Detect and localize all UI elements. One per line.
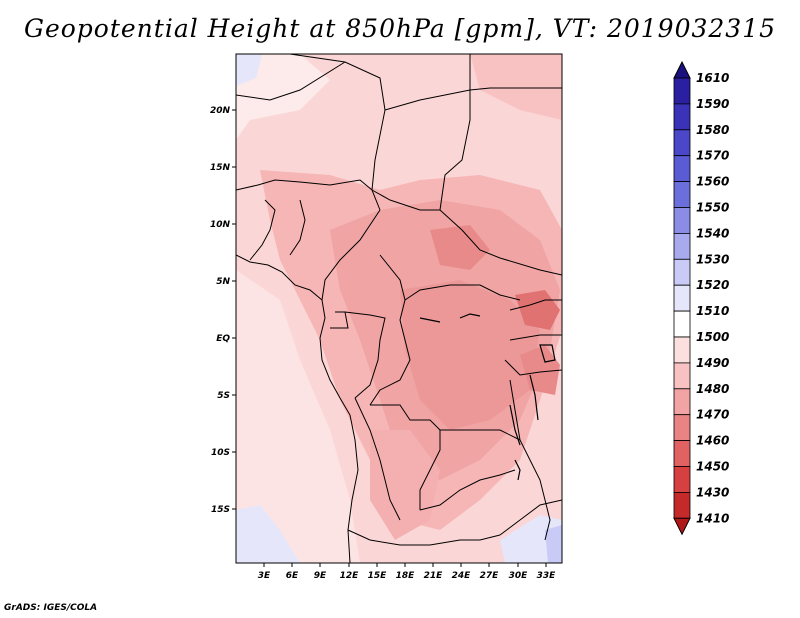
colorbar-swatch [673,155,691,182]
lakes [419,313,556,481]
lat-label: 15S [211,505,230,515]
lon-label: 15E [368,571,388,581]
colorbar-swatch [673,77,691,105]
lat-label: EQ [216,334,230,344]
colorbar-bottom-arrow [673,517,691,536]
lon-label: 18E [396,571,416,581]
colorbar-label: 1570 [696,149,729,163]
colorbar-swatch [673,491,691,519]
colorbar-label: 1550 [696,201,729,215]
lat-label: 15N [210,163,231,173]
lon-label: 24E [452,571,472,581]
lon-label: 33E [537,571,557,581]
lat-label: 10N [210,220,231,230]
colorbar-swatch [673,103,691,131]
lon-label: 12E [340,571,360,581]
colorbar-swatch [673,284,691,312]
colorbar: 1610 1590 1580 1570 1560 1550 1540 1530 1520 1510… [673,60,729,536]
lat-label: 5N [216,277,230,287]
country-borders [236,54,562,563]
colorbar-swatch [673,129,691,157]
colorbar-label: 1470 [696,408,729,422]
colorbar-swatch [673,336,691,364]
colorbar-label: 1460 [696,434,729,448]
map-frame [235,53,563,564]
lon-label: 27E [480,571,500,581]
colorbar-label: 1490 [696,356,729,370]
colorbar-label: 1530 [696,252,729,266]
colorbar-label: 1430 [696,485,729,499]
colorbar-label: 1500 [696,330,729,344]
colorbar-label: 1610 [696,71,729,85]
colorbar-top-arrow [673,60,691,79]
colorbar-swatch [673,414,691,442]
colorbar-swatch [673,258,691,286]
lon-label: 21E [424,571,444,581]
map-title: Geopotential Height at 850hPa [gpm], VT:… [23,14,777,43]
colorbar-swatch [673,181,691,208]
grads-credit: GrADS: IGES/COLA [4,603,98,613]
colorbar-swatch [673,388,691,416]
colorbar-label: 1580 [696,123,729,137]
colorbar-label: 1520 [696,278,729,292]
colorbar-swatch [673,466,691,493]
colorbar-swatch [673,310,691,338]
latitude-axis: 20N 15N 10N 5N EQ 5S 10S 15S [210,106,236,515]
colorbar-label: 1540 [696,226,729,240]
lon-label: 30E [509,571,529,581]
colorbar-label: 1480 [696,382,729,396]
colorbar-label: 1590 [696,97,729,111]
lat-label: 5S [217,391,230,401]
colorbar-swatch [673,207,691,234]
colorbar-swatch [673,232,691,260]
lon-label: 9E [314,571,327,581]
colorbar-label: 1410 [696,511,729,525]
lon-label: 3E [258,571,271,581]
colorbar-label: 1450 [696,460,729,474]
colorbar-label: 1510 [696,304,729,318]
lat-label: 10S [211,448,230,458]
lat-label: 20N [210,106,231,116]
geopotential-field [236,54,562,563]
colorbar-swatch [673,440,691,467]
longitude-axis: 3E 6E 9E 12E 15E 18E 21E 24E 27E 30E 33E [258,563,556,581]
colorbar-label: 1560 [696,175,729,189]
lon-label: 6E [286,571,299,581]
colorbar-swatch [673,362,691,390]
